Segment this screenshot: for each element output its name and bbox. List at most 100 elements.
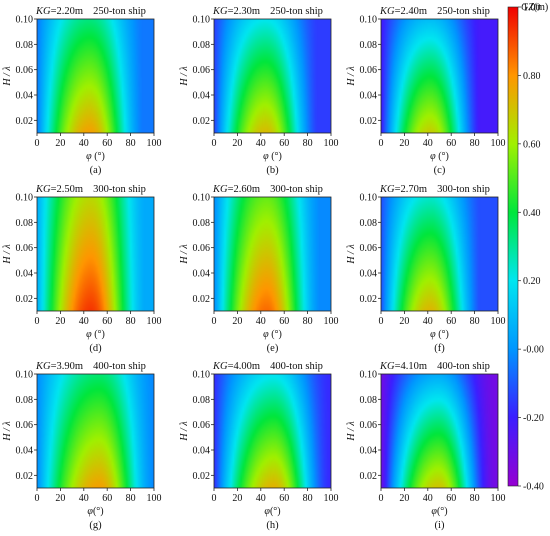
y-tick-label: 0.02 [16,294,34,305]
x-tick-label: 40 [423,316,433,327]
x-tick-label: 0 [35,138,40,149]
y-tick-label: 0.04 [16,91,34,102]
heatmap-image [214,374,331,488]
heatmap-panel: 0 20 40 60 80 100 0.02 0.04 0.06 0.08 0.10 φ (°) H /… [2,6,162,176]
y-tick-label: 0.10 [360,15,378,26]
y-tick-label: 0.06 [360,243,378,254]
plot-frame [380,18,499,134]
y-tick-label: 0.08 [193,218,211,229]
plot-frame [380,196,499,312]
x-tick-label: 100 [491,316,506,327]
plot-frame [213,196,332,312]
x-tick-label: 80 [126,316,136,327]
x-axis-label: φ(°) [431,506,447,517]
panel-title: KG=2.70m 300-ton ship [379,184,490,195]
x-axis-label: φ (°) [86,151,105,162]
y-tick-label: 0.04 [360,91,378,102]
heatmap-image [381,374,498,488]
y-axis-label: H / λ [179,66,190,87]
panel-title: KG=4.10m 400-ton ship [379,361,490,372]
x-tick-label: 100 [147,138,162,149]
y-tick-label: 0.02 [193,471,211,482]
y-tick-label: 0.04 [360,446,378,457]
y-axis-label: H / λ [179,244,190,265]
panel-letter: (g) [89,520,102,531]
panel-letter: (e) [267,343,279,354]
x-tick-label: 100 [324,138,339,149]
y-axis-label: H / λ [346,66,357,87]
x-tick-label: 40 [423,138,433,149]
x-tick-label: 100 [147,493,162,504]
y-tick-label: 0.02 [360,471,378,482]
x-tick-label: 0 [212,138,217,149]
plot-frame [380,373,499,489]
panel-title: KG=2.30m 250-ton ship [212,6,323,17]
colorbar-tick-label: 0.40 [523,208,541,219]
y-tick-label: 0.06 [16,420,34,431]
colorbar-gradient [507,6,519,487]
y-tick-label: 0.02 [16,116,34,127]
heatmap-image [381,19,498,133]
y-tick-label: 0.08 [193,395,211,406]
y-tick-label: 0.02 [193,116,211,127]
x-tick-label: 20 [232,138,242,149]
y-tick-label: 0.08 [193,40,211,51]
x-tick-label: 0 [379,493,384,504]
x-tick-label: 40 [79,316,89,327]
y-tick-label: 0.06 [193,65,211,76]
x-tick-label: 100 [491,138,506,149]
x-axis-label: φ (°) [430,151,449,162]
panel-title: KG=2.40m 250-ton ship [379,6,490,17]
x-tick-label: 20 [55,493,65,504]
panel-letter: (b) [266,165,279,176]
x-tick-label: 0 [212,493,217,504]
x-tick-label: 80 [470,493,480,504]
y-tick-label: 0.04 [16,446,34,457]
x-tick-label: 80 [126,493,136,504]
x-tick-label: 60 [102,316,112,327]
x-tick-label: 100 [324,316,339,327]
x-tick-label: 100 [147,316,162,327]
x-tick-label: 40 [256,316,266,327]
x-tick-label: 0 [35,493,40,504]
panel-letter: (a) [90,165,102,176]
y-axis-label: H / λ [346,244,357,265]
y-axis-label: H / λ [2,244,13,265]
panel-letter: (i) [435,520,445,531]
colorbar-tick-label: -0.00 [523,345,544,356]
x-tick-label: 80 [303,493,313,504]
x-tick-label: 20 [399,316,409,327]
y-tick-label: 0.04 [193,446,211,457]
y-tick-label: 0.10 [16,15,34,26]
y-tick-label: 0.10 [193,370,211,381]
x-tick-label: 100 [324,493,339,504]
heatmap-image [214,19,331,133]
y-tick-label: 0.08 [360,395,378,406]
heatmap-image [37,197,154,311]
x-tick-label: 100 [491,493,506,504]
y-tick-label: 0.04 [193,269,211,280]
heatmap-image [381,197,498,311]
y-tick-label: 0.10 [360,370,378,381]
y-tick-label: 0.10 [16,193,34,204]
panel-title: KG=3.90m 400-ton ship [35,361,146,372]
colorbar-tick-label: 0.80 [523,71,541,82]
x-tick-label: 0 [379,316,384,327]
y-tick-label: 0.10 [16,370,34,381]
colorbar-tick-label: -0.20 [523,413,544,424]
y-axis-label: H / λ [2,66,13,87]
y-tick-label: 0.10 [193,15,211,26]
y-tick-label: 0.06 [360,420,378,431]
x-tick-label: 60 [446,493,456,504]
y-axis-label: H / λ [179,421,190,442]
plot-frame [213,18,332,134]
x-tick-label: 20 [55,138,65,149]
y-tick-label: 0.02 [360,294,378,305]
x-axis-label: φ (°) [86,329,105,340]
x-axis-label: φ (°) [263,151,282,162]
x-tick-label: 40 [79,493,89,504]
plot-frame [36,196,155,312]
panel-title: KG=4.00m 400-ton ship [212,361,323,372]
x-tick-label: 0 [379,138,384,149]
y-tick-label: 0.02 [360,116,378,127]
